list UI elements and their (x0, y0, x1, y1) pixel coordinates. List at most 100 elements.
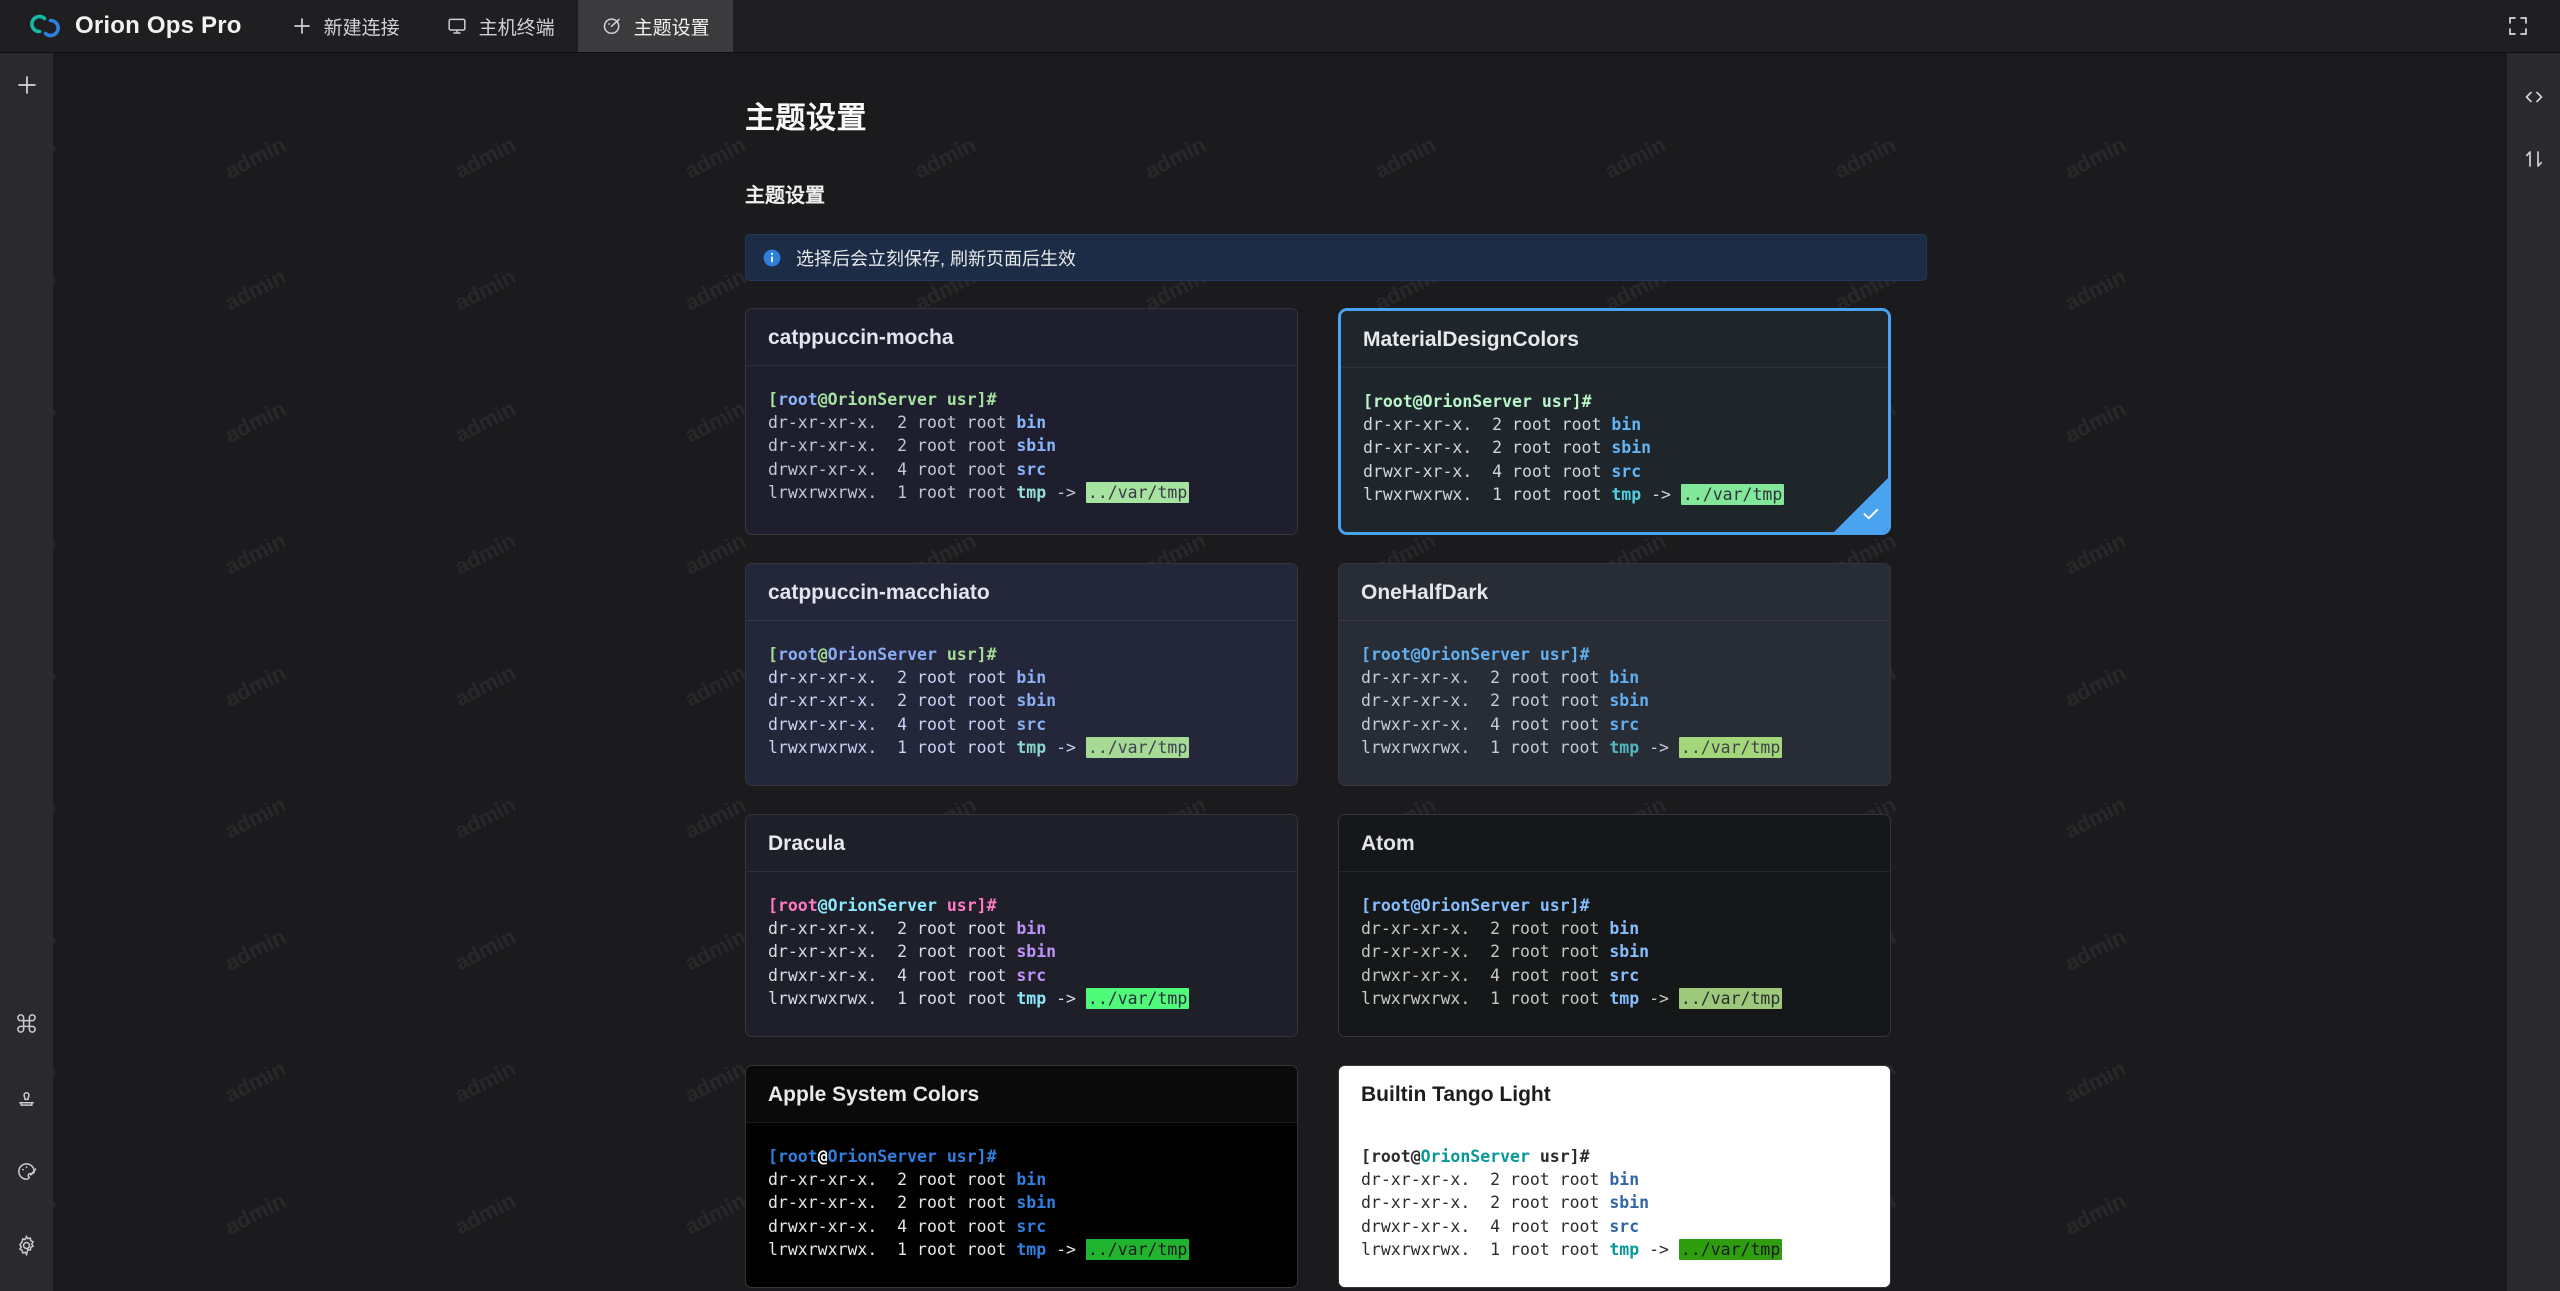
terminal-segment: usr]# (1531, 392, 1592, 411)
terminal-segment: bin (1611, 415, 1642, 435)
terminal-preview: [root@OrionServer usr]# dr-xr-xr-x. 2 ro… (768, 894, 1275, 1010)
terminal-segment: usr]# (936, 645, 997, 665)
terminal-segment: sbin (1609, 1193, 1650, 1213)
terminal-segment: usr]# (936, 896, 997, 916)
terminal-segment: drwxr-xr-x. 4 root root (768, 459, 1017, 479)
terminal-segment: OrionServer (1420, 645, 1530, 665)
theme-card-title: MaterialDesignColors (1341, 311, 1888, 368)
terminal-segment: ../var/tmp (1085, 736, 1190, 758)
terminal-preview: [root@OrionServer usr]# dr-xr-xr-x. 2 ro… (1363, 390, 1866, 506)
theme-card[interactable]: catppuccin-mocha [root@OrionServer usr]# … (745, 308, 1298, 536)
terminal-segment: [ (768, 896, 778, 916)
info-icon (762, 248, 782, 268)
theme-card-preview: [root@OrionServer usr]# dr-xr-xr-x. 2 ro… (1339, 621, 1890, 786)
terminal-segment: bin (1016, 1170, 1047, 1190)
terminal-segment: sbin (1016, 1193, 1057, 1213)
terminal-segment: root (777, 896, 818, 916)
theme-card[interactable]: Dracula [root@OrionServer usr]# dr-xr-xr-… (745, 814, 1298, 1038)
gear-icon[interactable] (9, 1227, 45, 1263)
fullscreen-icon[interactable] (2498, 6, 2538, 46)
terminal-segment: dr-xr-xr-x. 2 root root (768, 1170, 1017, 1190)
terminal-segment: -> (1639, 988, 1679, 1008)
theme-card-title: catppuccin-macchiato (746, 564, 1297, 622)
theme-card-preview: [root@OrionServer usr]# dr-xr-xr-x. 2 ro… (746, 621, 1297, 786)
terminal-segment: tmp (1016, 737, 1047, 757)
terminal-segment: src (1611, 461, 1642, 481)
terminal-segment: dr-xr-xr-x. 2 root root (768, 1193, 1017, 1213)
terminal-segment: usr]# (936, 390, 997, 409)
theme-card-preview: [root@OrionServer usr]# dr-xr-xr-x. 2 ro… (746, 366, 1297, 531)
command-icon[interactable] (9, 1005, 45, 1041)
terminal-segment: -> (1046, 737, 1086, 757)
theme-card[interactable]: Apple System Colors [root@OrionServer usr… (745, 1065, 1298, 1289)
terminal-segment: @ (1410, 896, 1421, 916)
terminal-segment: [ (1361, 1147, 1371, 1167)
page-head: 主题设置 主题设置 (53, 53, 2507, 208)
terminal-segment: usr]# (1529, 645, 1590, 665)
topbar-spacer (733, 0, 2498, 52)
main-content: admin admin admin admin admin admin admin admin… (53, 53, 2507, 1291)
terminal-segment: tmp (1609, 737, 1640, 757)
terminal-segment: @ (817, 645, 828, 665)
terminal-segment: src (1016, 1216, 1047, 1236)
terminal-segment: -> (1046, 1239, 1086, 1259)
terminal-segment: lrwxrwxrwx. 1 root root (1361, 1239, 1610, 1259)
terminal-segment: [ (768, 390, 778, 409)
theme-card[interactable]: OneHalfDark [root@OrionServer usr]# dr-xr… (1338, 563, 1891, 787)
terminal-segment: drwxr-xr-x. 4 root root (768, 714, 1017, 734)
terminal-segment: src (1609, 714, 1640, 734)
terminal-segment: OrionServer (827, 896, 937, 916)
terminal-segment: lrwxrwxrwx. 1 root root (768, 1239, 1017, 1259)
terminal-preview: [root@OrionServer usr]# dr-xr-xr-x. 2 ro… (768, 643, 1275, 759)
terminal-segment: sbin (1611, 438, 1652, 458)
theme-card[interactable]: Builtin Tango Light [root@OrionServer usr… (1338, 1065, 1891, 1289)
terminal-segment: [ (768, 645, 778, 665)
theme-card[interactable]: Atom [root@OrionServer usr]# dr-xr-xr-x. … (1338, 814, 1891, 1038)
terminal-segment: @ (817, 896, 828, 916)
terminal-segment: OrionServer (827, 390, 937, 409)
terminal-segment: -> (1639, 737, 1679, 757)
terminal-segment: ../var/tmp (1085, 1238, 1190, 1260)
terminal-segment: -> (1046, 482, 1086, 502)
left-rail (0, 53, 53, 1291)
monitor-icon (446, 15, 468, 37)
terminal-segment: tmp (1016, 482, 1047, 502)
top-bar: Orion Ops Pro 新建连接 主机终端 (0, 0, 2560, 53)
theme-card[interactable]: MaterialDesignColors [root@OrionServer us… (1338, 308, 1891, 536)
terminal-segment: ../var/tmp (1678, 987, 1783, 1009)
terminal-segment: ../var/tmp (1678, 1238, 1783, 1260)
plus-icon (291, 15, 313, 37)
terminal-segment: sbin (1016, 942, 1057, 962)
tab-host-terminal[interactable]: 主机终端 (423, 0, 578, 52)
rail-plus-icon[interactable] (9, 67, 45, 103)
tab-label: 新建连接 (323, 17, 400, 39)
terminal-segment: bin (1016, 413, 1047, 433)
tab-new-connection[interactable]: 新建连接 (268, 0, 423, 52)
palette-icon[interactable] (9, 1153, 45, 1189)
terminal-segment: src (1016, 714, 1047, 734)
info-banner: 选择后会立刻保存, 刷新页面后生效 (745, 234, 1927, 281)
terminal-segment: root (1370, 1147, 1411, 1167)
terminal-segment: [ (1361, 645, 1371, 665)
terminal-preview: [root@OrionServer usr]# dr-xr-xr-x. 2 ro… (1361, 643, 1868, 759)
terminal-segment: tmp (1611, 484, 1642, 504)
terminal-segment: OrionServer (1422, 392, 1532, 411)
terminal-segment: -> (1641, 484, 1681, 504)
terminal-segment: root (1372, 392, 1413, 411)
terminal-segment: @ (817, 1147, 828, 1167)
terminal-segment: dr-xr-xr-x. 2 root root (1363, 438, 1612, 458)
transfer-icon[interactable] (2516, 141, 2552, 177)
check-icon (1863, 508, 1879, 520)
theme-card-preview: [root@OrionServer usr]# dr-xr-xr-x. 2 ro… (746, 872, 1297, 1037)
terminal-segment: @ (1410, 1147, 1421, 1167)
terminal-segment: drwxr-xr-x. 4 root root (768, 965, 1017, 985)
stamp-icon[interactable] (9, 1079, 45, 1115)
terminal-segment: [ (768, 1147, 778, 1167)
terminal-segment: dr-xr-xr-x. 2 root root (768, 691, 1017, 711)
terminal-segment: dr-xr-xr-x. 2 root root (1361, 668, 1610, 688)
theme-card[interactable]: catppuccin-macchiato [root@OrionServer us… (745, 563, 1298, 787)
theme-card-preview: [root@OrionServer usr]# dr-xr-xr-x. 2 ro… (1339, 872, 1890, 1037)
code-icon[interactable] (2516, 79, 2552, 115)
tab-theme-settings[interactable]: 主题设置 (577, 0, 733, 52)
terminal-segment: drwxr-xr-x. 4 root root (1361, 714, 1610, 734)
